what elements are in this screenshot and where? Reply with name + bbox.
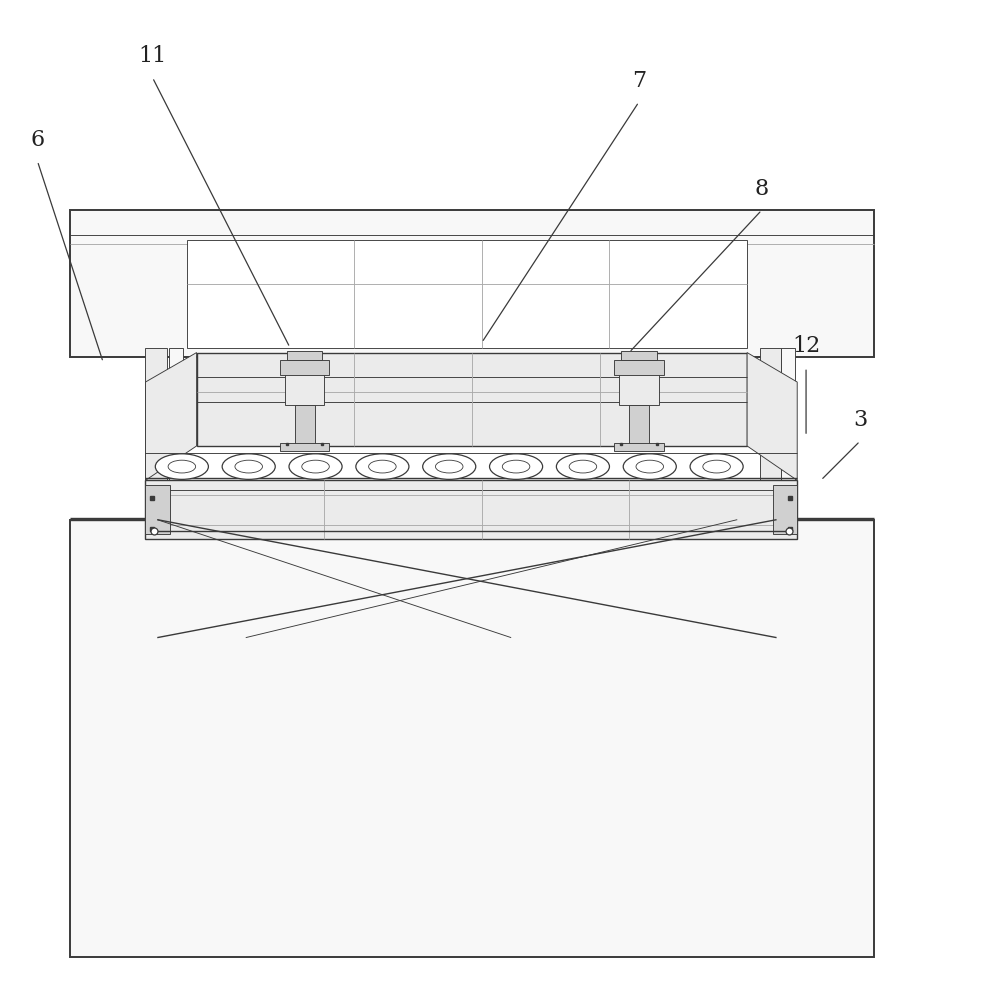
Text: 12: 12 [792,335,820,357]
Bar [145,480,797,539]
Ellipse shape [423,454,476,479]
Bar [614,360,664,375]
Bar [280,360,329,375]
Ellipse shape [556,454,609,479]
Bar [621,351,657,360]
Bar [169,348,183,520]
Text: 3: 3 [853,409,867,431]
Bar [145,485,170,534]
Text: 7: 7 [632,70,646,92]
Bar [145,348,167,520]
Polygon shape [145,353,197,480]
Text: 6: 6 [30,129,44,151]
Bar [760,348,781,520]
Bar [285,367,324,405]
Ellipse shape [690,454,743,479]
Ellipse shape [490,454,543,479]
Text: 11: 11 [139,45,166,67]
Ellipse shape [623,454,676,479]
Bar [280,443,329,451]
Bar [773,485,797,534]
Bar [287,351,322,360]
Bar [70,520,874,957]
Bar [781,348,795,520]
Polygon shape [747,353,797,480]
Bar [614,443,664,451]
Ellipse shape [289,454,342,479]
Text: 8: 8 [755,178,769,200]
Bar [187,240,747,348]
Ellipse shape [356,454,409,479]
Ellipse shape [222,454,275,479]
Bar [619,367,659,405]
Bar [629,405,649,446]
Bar [295,405,315,446]
Bar [70,210,874,357]
Bar [197,353,747,446]
Ellipse shape [155,454,208,479]
